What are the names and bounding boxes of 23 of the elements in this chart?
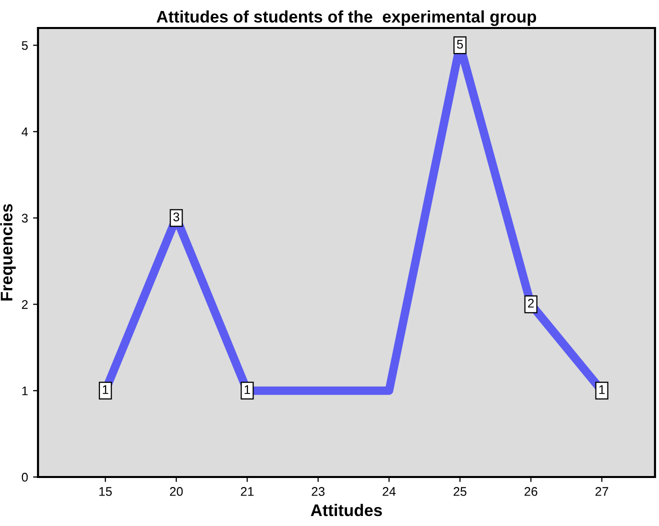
data-label: 3 xyxy=(173,212,180,222)
y-tick-label: 0 xyxy=(22,472,28,482)
data-label: 5 xyxy=(456,40,463,49)
y-tick-label: 3 xyxy=(22,214,28,223)
y-axis-title: Frequencies xyxy=(0,204,16,300)
y-tick-label: 1 xyxy=(22,386,28,396)
data-label: 2 xyxy=(528,298,534,308)
x-tick-label: 25 xyxy=(454,487,466,496)
y-tick-label: 2 xyxy=(22,300,28,309)
y-tick-label: 4 xyxy=(22,128,28,136)
y-tick-label: 5 xyxy=(22,41,28,50)
x-tick-label: 27 xyxy=(595,487,608,496)
data-label: 1 xyxy=(599,385,605,394)
data-label: 1 xyxy=(102,385,108,394)
x-axis-title: Attitudes xyxy=(310,504,382,516)
x-tick-label: 26 xyxy=(524,487,538,496)
x-tick-label: 23 xyxy=(312,487,325,496)
x-tick-label: 20 xyxy=(170,487,183,496)
chart-title: Attitudes of students of the experimental group xyxy=(156,10,536,26)
x-tick-label: 24 xyxy=(382,487,396,496)
data-label: 1 xyxy=(244,385,250,394)
x-tick-label: 15 xyxy=(99,487,112,496)
x-tick-label: 21 xyxy=(240,487,254,496)
